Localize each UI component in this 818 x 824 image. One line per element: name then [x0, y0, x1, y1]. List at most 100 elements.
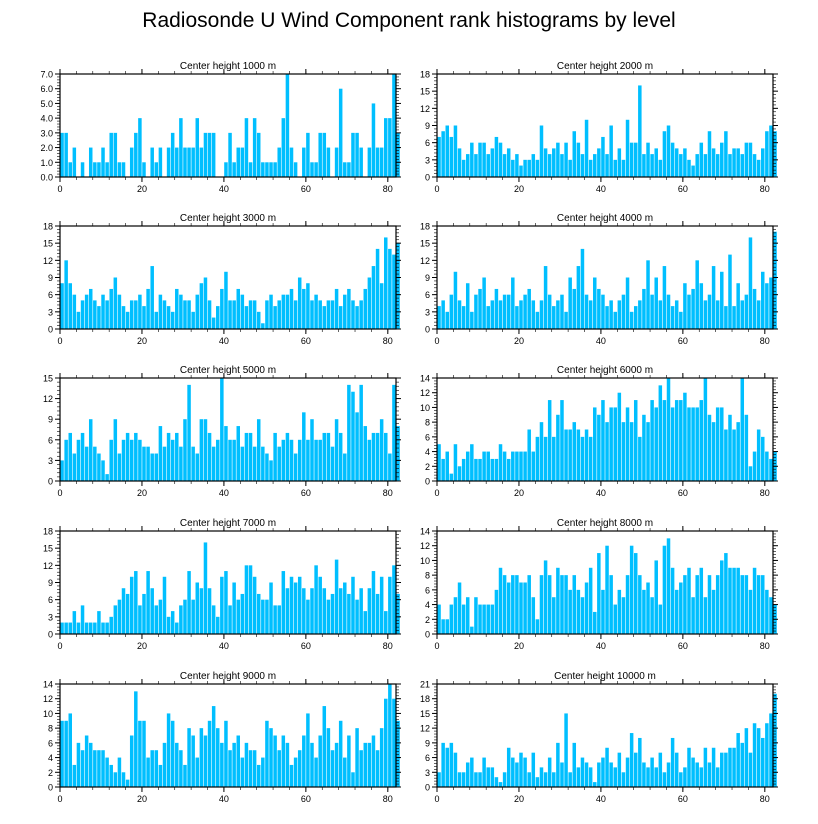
- histogram-bar: [183, 148, 187, 177]
- histogram-panel: Center height 1000 m0.01.02.03.04.05.06.…: [40, 61, 401, 194]
- histogram-bar: [187, 148, 191, 177]
- x-tick-label: 0: [57, 184, 62, 194]
- histogram-bar: [318, 300, 322, 329]
- histogram-bar: [732, 148, 736, 177]
- histogram-bar: [175, 289, 179, 329]
- histogram-bar: [753, 723, 757, 787]
- histogram-bar: [757, 728, 761, 787]
- histogram-bar: [368, 278, 372, 330]
- histogram-bar: [245, 118, 249, 177]
- histogram-bar: [736, 148, 740, 177]
- histogram-bar: [208, 433, 212, 481]
- histogram-bar: [81, 750, 85, 787]
- histogram-bar: [515, 306, 519, 329]
- x-tick-label: 80: [760, 184, 770, 194]
- histogram-bar: [101, 750, 105, 787]
- histogram-bar: [548, 400, 552, 481]
- histogram-bar: [245, 743, 249, 787]
- x-tick-label: 20: [137, 794, 147, 804]
- histogram-bar: [589, 300, 593, 329]
- histogram-bar: [482, 143, 486, 177]
- histogram-bar: [376, 750, 380, 787]
- histogram-bar: [64, 623, 68, 634]
- y-tick-label: 6: [425, 432, 430, 442]
- histogram-bar: [286, 743, 290, 787]
- histogram-panel: Center height 8000 m024681012140 20 40 60 80: [420, 518, 778, 651]
- histogram-bar: [388, 249, 392, 329]
- histogram-bar: [548, 575, 552, 634]
- histogram-bar: [536, 312, 540, 329]
- histogram-bar: [765, 131, 769, 177]
- histogram-bar: [302, 289, 306, 329]
- histogram-bar: [589, 437, 593, 481]
- histogram-bar: [683, 148, 687, 177]
- histogram-bar: [470, 312, 474, 329]
- histogram-bar: [568, 160, 572, 177]
- histogram-bar: [228, 300, 232, 329]
- histogram-bar: [724, 430, 728, 482]
- histogram-bar: [679, 400, 683, 481]
- x-tick-label: 40: [219, 336, 229, 346]
- histogram-bar: [89, 743, 93, 787]
- histogram-bar: [548, 154, 552, 177]
- histogram-bar: [183, 765, 187, 787]
- histogram-bar: [478, 772, 482, 787]
- y-tick-label: 4: [425, 447, 430, 457]
- histogram-bar: [605, 154, 609, 177]
- histogram-bar: [175, 743, 179, 787]
- histogram-bar: [200, 148, 204, 177]
- histogram-bar: [548, 295, 552, 329]
- histogram-bar: [241, 148, 245, 177]
- histogram-bar: [101, 460, 105, 481]
- histogram-bar: [695, 260, 699, 329]
- histogram-bar: [294, 758, 298, 787]
- histogram-bar: [85, 623, 89, 634]
- histogram-bar: [761, 148, 765, 177]
- histogram-bar: [339, 89, 343, 177]
- histogram-bar: [77, 312, 81, 329]
- histogram-bar: [638, 738, 642, 787]
- histogram-bar: [392, 385, 396, 481]
- histogram-bar: [155, 454, 159, 481]
- histogram-bar: [654, 560, 658, 634]
- histogram-bar: [503, 452, 507, 481]
- histogram-bar: [355, 600, 359, 634]
- histogram-bar: [642, 289, 646, 329]
- histogram-bar: [159, 295, 163, 329]
- histogram-bar: [462, 459, 466, 481]
- histogram-bar: [282, 118, 286, 177]
- histogram-bar: [441, 619, 445, 634]
- histogram-bar: [380, 148, 384, 177]
- panel-title: Center height 10000 m: [554, 671, 656, 682]
- histogram-bar: [269, 728, 273, 787]
- panel-title: Center height 4000 m: [557, 213, 653, 224]
- histogram-bar: [663, 400, 667, 481]
- y-tick-label: 12: [420, 541, 430, 551]
- histogram-bar: [105, 162, 109, 177]
- histogram-bar: [683, 767, 687, 787]
- histogram-bar: [470, 627, 474, 634]
- histogram-bar: [601, 400, 605, 481]
- histogram-bar: [523, 758, 527, 787]
- histogram-bar: [318, 577, 322, 634]
- histogram-bar: [261, 447, 265, 481]
- histogram-bar: [548, 758, 552, 787]
- x-tick-label: 80: [383, 184, 393, 194]
- histogram-bar: [556, 143, 560, 177]
- histogram-bar: [769, 597, 773, 634]
- histogram-bar: [343, 758, 347, 787]
- histogram-bar: [573, 575, 577, 634]
- histogram-bar: [462, 772, 466, 787]
- histogram-bar: [396, 133, 400, 177]
- histogram-bar: [581, 437, 585, 481]
- histogram-bar: [335, 148, 339, 177]
- histogram-bar: [458, 583, 462, 635]
- histogram-bar: [650, 597, 654, 634]
- histogram-bar: [671, 143, 675, 177]
- histogram-bar: [122, 772, 126, 787]
- histogram-bar: [675, 148, 679, 177]
- histogram-bar: [314, 758, 318, 787]
- histogram-bar: [388, 577, 392, 634]
- histogram-bar: [626, 278, 630, 330]
- histogram-bar: [359, 300, 363, 329]
